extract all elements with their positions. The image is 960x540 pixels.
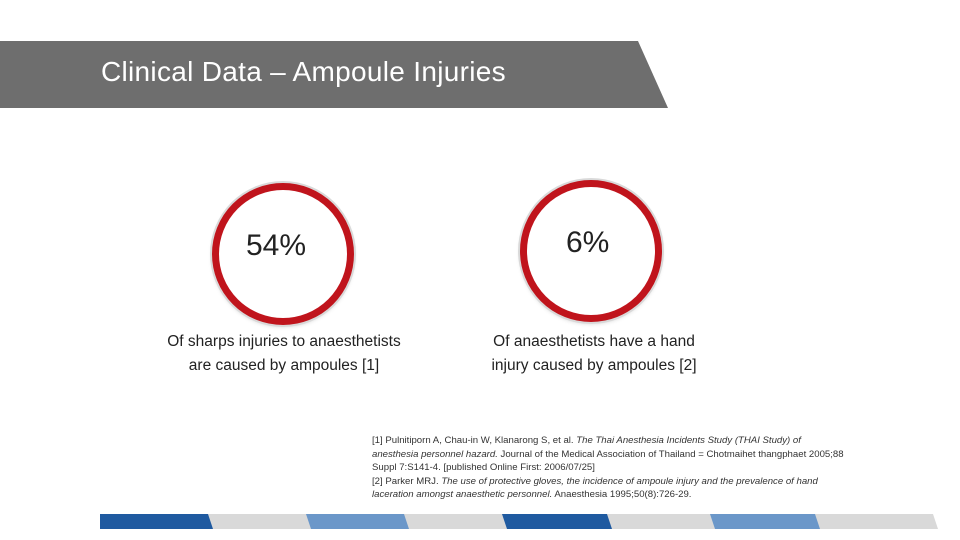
reference-2-authors: [2] Parker MRJ. <box>372 475 442 487</box>
reference-2-line2: laceration amongst anaesthetic personnel… <box>372 488 912 502</box>
stat-caption-1-line1: Of sharps injuries to anaesthetists <box>167 333 401 350</box>
references: [1] Pulnitiporn A, Chau-in W, Klanarong … <box>372 434 912 502</box>
stat-value-2: 6% <box>566 226 610 259</box>
slide-title: Clinical Data – Ampoule Injuries <box>101 56 506 87</box>
reference-2-journal: Anaesthesia 1995;50(8):726-29. <box>552 489 692 501</box>
stat-caption-2-line1: Of anaesthetists have a hand <box>493 333 695 350</box>
reference-1-authors: [1] Pulnitiporn A, Chau-in W, Klanarong … <box>372 435 577 446</box>
decorative-bottom-bar <box>100 514 938 529</box>
reference-2-title-b: laceration amongst anaesthetic personnel… <box>372 489 553 501</box>
bar-segment-8 <box>815 514 938 529</box>
bar-segment-7 <box>710 514 822 529</box>
title-banner <box>0 41 668 108</box>
bar-segment-6 <box>607 514 717 529</box>
stat-caption-2-line2: injury caused by ampoules [2] <box>491 357 697 374</box>
reference-1-title-b: anesthesia personnel hazard. <box>372 448 498 460</box>
reference-1-line3: Suppl 7:S141-4. [published Online First:… <box>372 462 595 474</box>
bar-segment-5 <box>502 514 614 529</box>
reference-1-line1: [1] Pulnitiporn A, Chau-in W, Klanarong … <box>372 434 912 448</box>
stat-caption-2: Of anaesthetists have a hand injury caus… <box>460 330 728 378</box>
stat-caption-1: Of sharps injuries to anaesthetists are … <box>140 330 428 378</box>
stat-value-1: 54% <box>246 229 307 262</box>
bar-segment-1 <box>100 514 215 529</box>
reference-1-title-a: The Thai Anesthesia Incidents Study (THA… <box>576 435 801 446</box>
reference-2-title-a: The use of protective gloves, the incide… <box>441 475 818 487</box>
reference-1-line2: anesthesia personnel hazard. Journal of … <box>372 448 912 462</box>
stat-caption-1-line2: are caused by ampoules [1] <box>188 357 380 374</box>
bar-segment-4 <box>404 514 509 529</box>
stat-ring-1 <box>212 183 354 325</box>
reference-2-line1: [2] Parker MRJ. The use of protective gl… <box>372 475 912 489</box>
bar-segment-3 <box>306 514 411 529</box>
stat-ring-2 <box>520 180 662 322</box>
reference-1-journal: Journal of the Medical Association of Th… <box>497 448 844 460</box>
bar-segment-2 <box>208 514 313 529</box>
